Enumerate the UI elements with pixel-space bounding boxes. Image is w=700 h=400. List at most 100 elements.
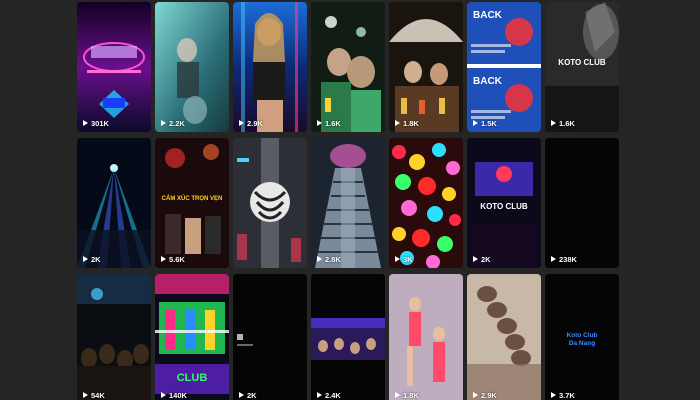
video-tile[interactable]: 2.8K: [311, 138, 385, 268]
view-count-label: 301K: [91, 118, 109, 128]
thumbnail-overlay-text: CLUB: [176, 372, 208, 384]
view-count-label: 2.2K: [169, 118, 185, 128]
view-count-label: 2.4K: [325, 390, 341, 400]
view-count-label: 3.7K: [559, 390, 575, 400]
video-thumbnail: [545, 274, 619, 400]
play-icon: [317, 120, 322, 127]
video-thumbnail: [311, 2, 385, 132]
play-icon: [161, 256, 166, 263]
video-thumbnail: [311, 138, 385, 268]
video-tile[interactable]: 54K: [77, 274, 151, 400]
view-count-label: 1.8K: [403, 118, 419, 128]
view-count-label: 2K: [481, 254, 491, 264]
play-icon: [317, 256, 322, 263]
video-thumbnail: [467, 138, 541, 268]
video-tile[interactable]: CLUB 140K: [155, 274, 229, 400]
view-count: 140K: [161, 390, 187, 400]
view-count: 2.9K: [473, 390, 497, 400]
view-count: 3K: [395, 254, 413, 264]
video-thumbnail: [389, 2, 463, 132]
view-count: 5.6K: [161, 254, 185, 264]
video-thumbnail: [77, 138, 151, 268]
video-tile[interactable]: 2.9K: [233, 2, 307, 132]
play-icon: [551, 256, 556, 263]
video-thumbnail: [389, 274, 463, 400]
video-tile[interactable]: 3K: [389, 138, 463, 268]
thumbnail-overlay-text-secondary: BACK: [473, 76, 502, 87]
video-tile[interactable]: 238K: [545, 138, 619, 268]
video-tile[interactable]: [233, 138, 307, 268]
video-tile[interactable]: 1.8K: [389, 274, 463, 400]
view-count-label: 3K: [403, 254, 413, 264]
video-tile[interactable]: BACK BACK 1.5K: [467, 2, 541, 132]
video-tile[interactable]: 2K: [233, 274, 307, 400]
video-tile[interactable]: 2.2K: [155, 2, 229, 132]
thumbnail-overlay-text: KOTO CLUB: [480, 202, 528, 211]
play-icon: [83, 392, 88, 399]
play-icon: [395, 392, 400, 399]
view-count: 2.2K: [161, 118, 185, 128]
video-tile[interactable]: KOTO CLUB 2K: [467, 138, 541, 268]
play-icon: [83, 120, 88, 127]
play-icon: [473, 256, 478, 263]
view-count-label: 54K: [91, 390, 105, 400]
play-icon: [161, 120, 166, 127]
view-count: 2K: [239, 390, 257, 400]
video-tile[interactable]: 301K: [77, 2, 151, 132]
play-icon: [161, 392, 166, 399]
play-icon: [473, 392, 478, 399]
video-thumbnail: [233, 274, 307, 400]
view-count-label: 2.9K: [247, 118, 263, 128]
view-count: 54K: [83, 390, 105, 400]
view-count-label: 2K: [91, 254, 101, 264]
view-count: 1.6K: [551, 119, 575, 128]
view-count-label: 140K: [169, 390, 187, 400]
view-count-label: 2.9K: [481, 390, 497, 400]
video-tile[interactable]: 1.6K: [311, 2, 385, 132]
video-tile[interactable]: Koto Club Da Nang 3.7K: [545, 274, 619, 400]
video-tile[interactable]: CẢM XÚC TRỌN VẸN 5.6K: [155, 138, 229, 268]
view-count-label: 5.6K: [169, 254, 185, 264]
play-icon: [317, 392, 322, 399]
thumbnail-overlay-text: KOTO CLUB: [558, 58, 606, 67]
video-tile[interactable]: 2.9K: [467, 274, 541, 400]
thumbnail-overlay-text: Koto Club: [566, 332, 598, 339]
view-count: 2.4K: [317, 390, 341, 400]
play-icon: [239, 392, 244, 399]
video-tile[interactable]: KOTO CLUB 1.6K: [545, 2, 619, 132]
video-thumbnail: [311, 274, 385, 400]
video-thumbnail: [233, 2, 307, 132]
video-tile[interactable]: 2K: [77, 138, 151, 268]
video-thumbnail: [77, 274, 151, 400]
play-icon: [239, 120, 244, 127]
play-icon: [395, 120, 400, 127]
video-thumbnail: [77, 2, 151, 132]
view-count-label: 2.8K: [325, 254, 341, 264]
thumbnail-overlay-text: CẢM XÚC TRỌN VẸN: [161, 196, 223, 202]
video-thumbnail: [155, 138, 229, 268]
video-tile[interactable]: 2.4K: [311, 274, 385, 400]
video-thumbnail: [467, 274, 541, 400]
play-icon: [395, 256, 400, 263]
view-count: 2.8K: [317, 254, 341, 264]
view-count: 238K: [551, 254, 577, 264]
video-thumbnail: [233, 138, 307, 268]
video-tile[interactable]: 1.8K: [389, 2, 463, 132]
view-count-label: 1.8K: [403, 390, 419, 400]
view-count-label: 2K: [247, 390, 257, 400]
play-icon: [83, 256, 88, 263]
play-icon: [551, 392, 556, 399]
view-count: 1.8K: [395, 390, 419, 400]
view-count: 2.9K: [239, 118, 263, 128]
video-thumbnail: [155, 274, 229, 400]
video-thumbnail: [545, 138, 619, 268]
view-count: 2K: [83, 254, 101, 264]
view-count: 2K: [473, 254, 491, 264]
play-icon: [551, 120, 556, 127]
view-count-label: 238K: [559, 254, 577, 264]
video-thumbnail: [467, 2, 541, 132]
thumbnail-overlay-text: BACK: [473, 10, 502, 21]
video-thumbnail: [389, 138, 463, 268]
view-count-label: 1.5K: [481, 118, 497, 128]
